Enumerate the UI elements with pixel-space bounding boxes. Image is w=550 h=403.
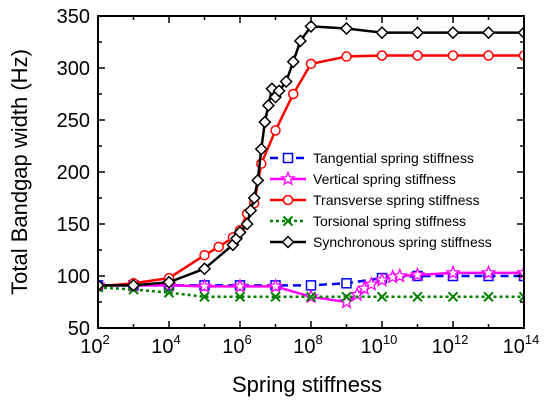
legend-marker: [282, 194, 294, 206]
x-tick-label: 1014: [503, 332, 540, 358]
x-axis-ticks: 102 104 106 108 1010 1012 1014: [80, 16, 539, 358]
data-point: [483, 50, 494, 61]
data-point: [233, 225, 247, 239]
data-point: [267, 278, 284, 294]
data-point: [446, 26, 460, 40]
legend-marker: [280, 170, 296, 186]
series-layer: [98, 19, 524, 309]
data-point: [279, 74, 293, 89]
data-point: [447, 50, 459, 61]
x-tick-label: 1010: [361, 332, 398, 358]
x-tick-label: 106: [222, 332, 251, 358]
x-tick-label: 108: [293, 332, 322, 358]
data-point: [518, 50, 524, 61]
legend-label: Tangential spring stiffness: [313, 150, 474, 166]
data-point: [196, 278, 213, 294]
y-tick-label: 50: [68, 318, 90, 340]
data-point: [251, 173, 265, 187]
data-point: [258, 115, 272, 129]
series-line: [98, 54, 524, 288]
data-point: [305, 58, 317, 70]
data-point: [481, 26, 496, 40]
series-4: [98, 19, 524, 292]
legend-item: Transverse spring stiffness: [270, 192, 480, 208]
data-point: [244, 203, 258, 218]
series-2: [98, 50, 524, 292]
data-point: [447, 291, 459, 303]
data-point: [338, 293, 355, 309]
data-point: [240, 217, 254, 231]
data-point: [270, 125, 281, 136]
data-point: [376, 291, 388, 303]
data-point: [305, 280, 317, 291]
legend-item: Torsional spring stiffness: [270, 213, 466, 229]
data-point: [272, 84, 286, 98]
y-tick-label: 250: [57, 110, 90, 132]
data-point: [288, 88, 299, 100]
data-point: [162, 275, 176, 289]
legend-item: Tangential spring stiffness: [270, 150, 474, 166]
legend-label: Vertical spring stiffness: [313, 171, 456, 187]
y-tick-label: 350: [57, 6, 90, 28]
data-point: [293, 34, 307, 48]
legend-label: Transverse spring stiffness: [313, 192, 480, 208]
data-point: [341, 291, 352, 303]
data-point: [480, 264, 497, 280]
data-point: [409, 266, 426, 282]
data-point: [516, 264, 524, 280]
legend-item: Synchronous spring stiffness: [270, 234, 492, 250]
data-point: [363, 276, 380, 292]
data-point: [234, 291, 246, 303]
data-point: [375, 26, 389, 40]
data-point: [199, 291, 210, 303]
data-point: [197, 262, 212, 276]
data-point: [412, 50, 423, 61]
y-axis-ticks: 50 100 150 200 250 300 350: [57, 6, 524, 340]
x-axis-title: Spring stiffness: [232, 372, 382, 397]
data-point: [254, 142, 268, 156]
legend-label: Synchronous spring stiffness: [313, 234, 492, 250]
data-point: [199, 249, 210, 261]
data-point: [376, 50, 388, 61]
data-point: [163, 287, 175, 298]
data-point: [341, 278, 352, 289]
data-point: [517, 26, 524, 40]
legend: Tangential spring stiffness Vertical spri…: [270, 150, 492, 250]
data-point: [339, 21, 354, 36]
data-point: [374, 271, 390, 287]
legend-marker: [281, 235, 295, 249]
y-tick-label: 100: [57, 266, 90, 288]
x-tick-label: 102: [80, 332, 109, 358]
data-point: [304, 19, 318, 33]
legend-item: Vertical spring stiffness: [270, 170, 456, 187]
data-point: [232, 278, 248, 294]
legend-marker: [282, 215, 294, 227]
data-point: [213, 241, 224, 253]
data-point: [412, 291, 423, 303]
data-point: [445, 264, 461, 280]
y-tick-label: 150: [57, 214, 90, 236]
data-point: [391, 267, 408, 283]
series-3: [98, 282, 524, 303]
data-point: [98, 278, 105, 292]
y-axis-title: Total Bandgap width (Hz): [7, 49, 32, 295]
data-point: [270, 291, 281, 303]
data-point: [261, 98, 275, 113]
data-point: [341, 51, 352, 62]
y-tick-label: 300: [57, 58, 90, 80]
legend-marker: [282, 152, 294, 164]
x-tick-label: 1012: [432, 332, 469, 358]
legend-label: Torsional spring stiffness: [313, 213, 466, 229]
data-point: [126, 278, 141, 292]
data-point: [410, 26, 425, 40]
data-point: [483, 291, 494, 303]
data-point: [305, 291, 317, 303]
y-tick-label: 200: [57, 162, 90, 184]
data-point: [286, 55, 300, 69]
data-point: [518, 291, 524, 303]
x-tick-label: 104: [151, 332, 180, 358]
data-point: [247, 191, 261, 205]
